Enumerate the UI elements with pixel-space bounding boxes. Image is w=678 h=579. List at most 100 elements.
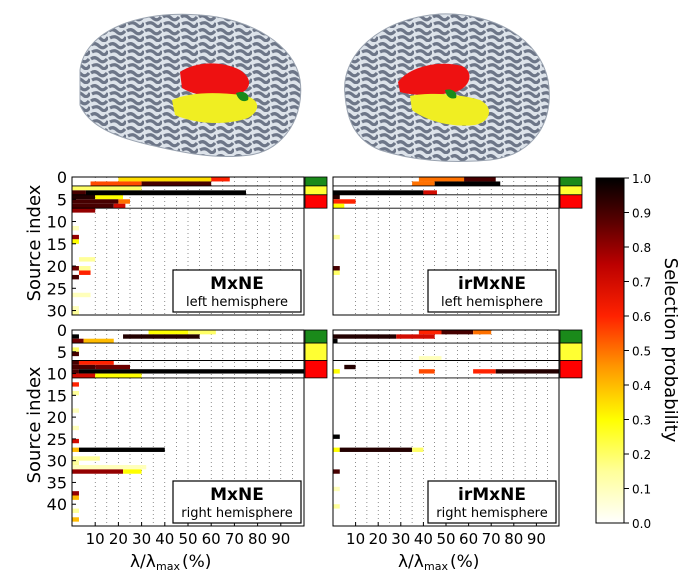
heatmap-cell bbox=[333, 190, 424, 195]
region-block-green bbox=[304, 329, 328, 344]
heatmap-cell bbox=[333, 338, 338, 344]
heatmap-cell bbox=[72, 360, 79, 365]
xlabel-right-unit: (%) bbox=[450, 552, 479, 572]
heatmap-cell bbox=[72, 190, 86, 195]
heatmap-cell bbox=[72, 185, 142, 191]
ytick-label: 20 bbox=[47, 408, 67, 427]
colorbar-tick-label: 1.0 bbox=[632, 172, 651, 186]
heatmap-cell bbox=[188, 330, 216, 335]
region-green-right bbox=[445, 89, 457, 99]
heatmap-cell bbox=[464, 177, 496, 182]
heatmap-cell bbox=[473, 330, 492, 335]
heatmap-cell bbox=[141, 181, 212, 186]
xtick-label: 20 bbox=[109, 530, 128, 548]
ytick-label: 35 bbox=[47, 473, 67, 492]
xtick-label: 40 bbox=[414, 530, 433, 548]
heatmap-cell bbox=[118, 177, 212, 182]
xtick-label: 10 bbox=[86, 530, 105, 548]
heatmap-cell bbox=[113, 203, 126, 209]
heatmap-cell bbox=[72, 456, 100, 461]
ytick-label: 0 bbox=[57, 168, 67, 187]
colorbar-tick-label: 0.8 bbox=[632, 241, 651, 255]
region-block-yellow bbox=[304, 342, 328, 361]
heatmap-cell bbox=[72, 274, 79, 280]
panel-title: irMxNE bbox=[458, 274, 526, 294]
heatmap-cell bbox=[396, 334, 435, 339]
xtick-label: 60 bbox=[202, 530, 221, 548]
xlabel-left-sub: max bbox=[156, 560, 180, 573]
heatmap-cell bbox=[72, 491, 79, 496]
panel-frame bbox=[71, 176, 305, 316]
heatmap-cell bbox=[95, 364, 130, 370]
colorbar-tick-label: 0.4 bbox=[632, 379, 651, 393]
region-block-green bbox=[559, 329, 583, 344]
region-green bbox=[236, 91, 249, 102]
heatmap-cell bbox=[418, 356, 442, 361]
colorbar-tick-label: 0.2 bbox=[632, 448, 651, 462]
heatmap-cell bbox=[72, 194, 96, 200]
xlabel-left: λ/λ max (%) bbox=[130, 552, 211, 573]
colorbar-tick-label: 0.3 bbox=[632, 414, 651, 428]
panel-title: MxNE bbox=[210, 485, 264, 505]
ytick-label: 40 bbox=[47, 495, 67, 514]
heatmap-cell bbox=[434, 181, 501, 186]
panel-legend-box bbox=[172, 269, 302, 313]
heatmap-cell bbox=[412, 181, 435, 186]
xtick-label: 40 bbox=[155, 530, 174, 548]
heatmap-cell bbox=[90, 181, 142, 186]
heatmap-cell bbox=[72, 390, 79, 396]
heatmap-cell bbox=[72, 408, 79, 413]
xtick-label: 70 bbox=[482, 530, 501, 548]
heatmap-cell bbox=[83, 338, 114, 344]
colorbar-tick-label: 0.6 bbox=[632, 310, 651, 324]
colorbar-tick-label: 0.1 bbox=[632, 483, 651, 497]
panel-subtitle: right hemisphere bbox=[436, 506, 548, 521]
ytick-label: 10 bbox=[47, 213, 67, 232]
region-block-green bbox=[559, 176, 583, 187]
heatmap-cell bbox=[333, 194, 340, 200]
panel-title: MxNE bbox=[210, 274, 264, 294]
region-block-red bbox=[559, 360, 583, 379]
xtick-label: 30 bbox=[132, 530, 151, 548]
region-block-yellow bbox=[559, 185, 583, 196]
region-yellow-right bbox=[410, 93, 490, 126]
panel-subtitle: right hemisphere bbox=[181, 506, 293, 521]
colorbar: Selection probability 1.0 0.9 0.8 0.7 0.6 0.5… bbox=[595, 172, 678, 531]
heatmap-cell bbox=[123, 334, 200, 339]
xlabel-right: λ/λ max (%) bbox=[398, 552, 479, 573]
heatmap-cell bbox=[72, 438, 79, 444]
ylabel-top: Source index bbox=[24, 184, 45, 301]
heatmap-cell bbox=[211, 177, 230, 182]
region-block-yellow bbox=[559, 342, 583, 361]
heatmap-cell bbox=[95, 373, 142, 378]
heatmap-cell bbox=[72, 351, 79, 357]
heatmap-cell bbox=[148, 330, 188, 335]
colorbar-tick-label: 0.9 bbox=[632, 207, 651, 221]
xtick-label: 50 bbox=[178, 530, 197, 548]
heatmap-cell bbox=[72, 382, 79, 387]
heatmap-cell bbox=[72, 495, 79, 500]
heatmap-cell bbox=[72, 208, 96, 213]
heatmap-cell bbox=[72, 292, 91, 298]
heatmap-cell bbox=[72, 369, 79, 374]
xtick-label: 70 bbox=[225, 530, 244, 548]
heatmap-cell bbox=[344, 364, 356, 370]
heatmap-cell bbox=[72, 508, 79, 513]
ytick-label: 10 bbox=[47, 365, 67, 384]
heatmap-cell bbox=[418, 330, 442, 335]
heatmap-cell bbox=[72, 306, 79, 311]
heatmap-cell bbox=[412, 447, 424, 452]
brain-left-hemisphere bbox=[62, 5, 308, 163]
heatmap-cell bbox=[78, 270, 91, 275]
heatmap-cell bbox=[95, 194, 124, 200]
heatmap-cell bbox=[72, 225, 79, 231]
panel-legend-box bbox=[427, 269, 557, 313]
heatmap-cell bbox=[333, 486, 340, 492]
colorbar-tick-label: 0.0 bbox=[632, 517, 651, 531]
region-red-right bbox=[398, 63, 470, 95]
heatmap-cell bbox=[333, 369, 340, 374]
heatmap-cell bbox=[495, 369, 559, 374]
xlabel-left-unit: (%) bbox=[182, 552, 211, 572]
